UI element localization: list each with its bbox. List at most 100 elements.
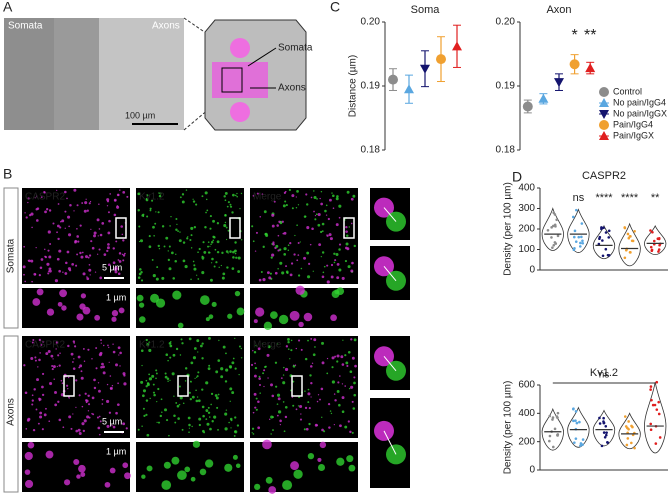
fluorescence-dot — [336, 262, 340, 266]
fluorescence-dot — [283, 366, 285, 369]
fluorescence-dot — [95, 347, 98, 350]
fluorescence-dot — [234, 416, 237, 419]
fluorescence-dot — [306, 275, 311, 279]
fluorescence-dot — [107, 243, 110, 246]
fluorescence-dot — [99, 276, 103, 280]
fluorescence-dot — [106, 424, 110, 428]
fluorescence-dot — [141, 425, 143, 427]
fluorescence-dot — [45, 407, 47, 410]
fluorescence-dot — [71, 263, 74, 266]
micrograph — [136, 336, 244, 438]
point — [631, 425, 634, 429]
fluorescence-dot — [322, 271, 325, 274]
point — [658, 436, 662, 439]
fluorescence-dot — [68, 269, 72, 272]
fluorescence-dot — [346, 190, 350, 194]
fluorescence-dot — [72, 413, 74, 415]
fluorescence-dot — [224, 214, 227, 217]
fluorescence-dot — [271, 394, 275, 398]
fluorescence-dot — [350, 222, 353, 225]
fluorescence-dot — [158, 192, 160, 194]
fluorescence-dot — [234, 241, 237, 244]
y-axis-label: Distance (µm) — [348, 55, 359, 117]
fluorescence-dot — [225, 250, 229, 253]
fluorescence-dot — [206, 422, 210, 426]
fluorescence-dot — [50, 354, 54, 358]
fluorescence-dot — [114, 199, 117, 202]
fluorescence-dot — [344, 354, 347, 357]
fluorescence-dot — [234, 252, 237, 255]
fluorescence-dot — [48, 267, 52, 271]
fluorescence-dot — [210, 392, 214, 396]
fluorescence-dot — [198, 247, 201, 251]
fluorescence-dot — [85, 399, 88, 402]
fluorescence-dot — [43, 190, 46, 194]
fluorescence-dot — [348, 464, 356, 472]
fluorescence-dot — [62, 426, 65, 429]
fluorescence-dot — [79, 251, 82, 255]
fluorescence-dot — [151, 199, 154, 202]
fluorescence-dot — [280, 377, 283, 379]
fluorescence-dot — [207, 411, 211, 415]
micrograph — [136, 288, 244, 328]
fluorescence-dot — [91, 396, 95, 400]
fluorescence-dot — [72, 340, 76, 343]
y-axis-label: Density (per 100 µm) — [503, 381, 514, 475]
scale-label: 1 µm — [106, 446, 126, 456]
fluorescence-dot — [85, 255, 89, 259]
fluorescence-dot — [106, 246, 110, 250]
fluorescence-dot — [38, 358, 41, 362]
fluorescence-dot — [139, 302, 145, 308]
fluorescence-dot — [254, 250, 257, 252]
fluorescence-dot — [178, 403, 181, 406]
marker — [420, 64, 430, 74]
fluorescence-dot — [235, 463, 241, 469]
fluorescence-dot — [78, 394, 81, 397]
fluorescence-dot — [82, 347, 85, 350]
fluorescence-dot — [257, 347, 261, 351]
fluorescence-dot — [308, 407, 311, 410]
violin — [644, 382, 667, 454]
fluorescence-dot — [294, 234, 296, 237]
fluorescence-dot — [299, 241, 301, 243]
fluorescence-dot — [321, 361, 325, 365]
fluorescence-dot — [317, 223, 321, 227]
point — [601, 254, 605, 258]
fluorescence-dot — [292, 404, 295, 407]
fluorescence-dot — [48, 269, 52, 273]
fluorescence-dot — [190, 381, 192, 383]
point — [598, 422, 602, 425]
distance-arrow — [383, 430, 397, 455]
fluorescence-dot — [91, 358, 93, 360]
fluorescence-dot — [75, 406, 77, 408]
fluorescence-dot — [341, 276, 345, 280]
fluorescence-dot — [268, 486, 277, 494]
charts: Soma Distance (µm) 0.18 0.19 0.20 Axon 0.18 0.1… — [348, 4, 668, 476]
fluorescence-dot — [184, 265, 188, 269]
fluorescence-dot — [223, 224, 227, 228]
fluorescence-dot — [251, 225, 254, 228]
fluorescence-dot — [25, 428, 28, 430]
fluorescence-dot — [175, 402, 178, 404]
point — [572, 407, 575, 410]
fluorescence-dot — [80, 255, 84, 259]
fluorescence-dot — [116, 193, 120, 197]
fluorescence-dot — [236, 424, 240, 427]
fluorescence-dot — [340, 355, 344, 359]
fluorescence-dot — [201, 357, 204, 360]
legend-label: No pain/IgG4 — [613, 97, 666, 107]
point — [604, 424, 608, 428]
zoom-line — [183, 17, 223, 45]
fluorescence-dot — [240, 239, 243, 241]
fluorescence-dot — [338, 403, 341, 407]
fluorescence-dot — [329, 237, 333, 241]
fluorescence-dot — [193, 264, 196, 267]
point — [575, 421, 579, 425]
fluorescence-dot — [208, 314, 214, 319]
fluorescence-dot — [77, 428, 81, 432]
fluorescence-dot — [277, 397, 281, 401]
fluorescence-dot — [181, 193, 185, 196]
fluorescence-dot — [238, 345, 241, 348]
fluorescence-dot — [227, 201, 230, 204]
point — [649, 422, 653, 426]
